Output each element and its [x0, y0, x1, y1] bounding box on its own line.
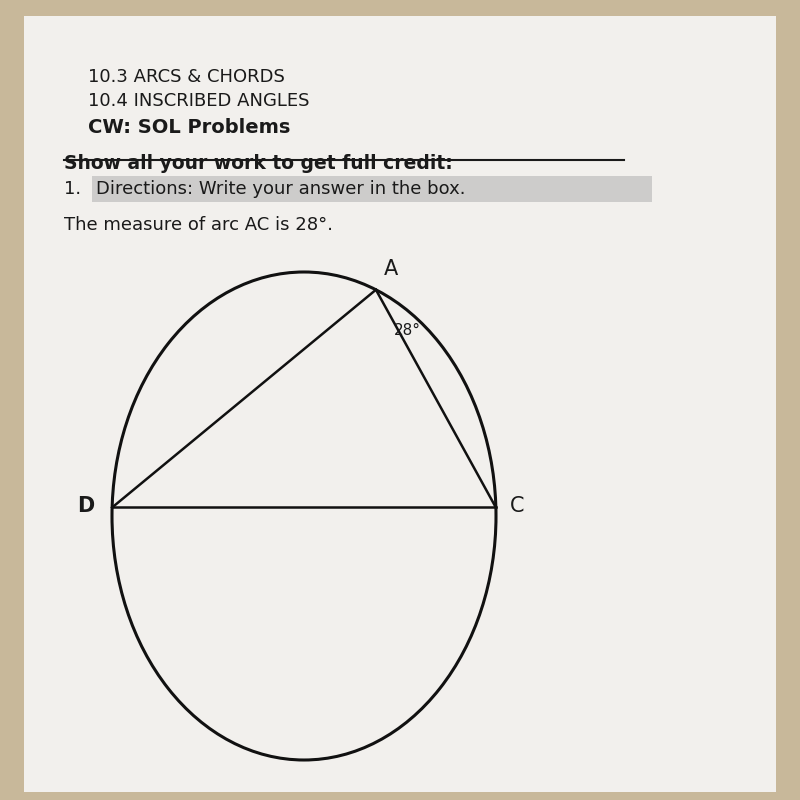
Text: A: A: [384, 259, 398, 279]
Bar: [92, 176, 652, 202]
Text: D: D: [78, 496, 94, 516]
Text: 1.: 1.: [64, 180, 81, 198]
Text: 10.3 ARCS & CHORDS: 10.3 ARCS & CHORDS: [88, 68, 285, 86]
Text: 10.4 INSCRIBED ANGLES: 10.4 INSCRIBED ANGLES: [88, 92, 310, 110]
Text: 28°: 28°: [394, 323, 421, 338]
Text: CW: SOL Problems: CW: SOL Problems: [88, 118, 290, 137]
Text: Show all your work to get full credit:: Show all your work to get full credit:: [64, 154, 453, 173]
Text: Directions: Write your answer in the box.: Directions: Write your answer in the box…: [96, 180, 466, 198]
Text: The measure of arc AC is 28°.: The measure of arc AC is 28°.: [64, 216, 333, 234]
Text: C: C: [510, 496, 525, 516]
